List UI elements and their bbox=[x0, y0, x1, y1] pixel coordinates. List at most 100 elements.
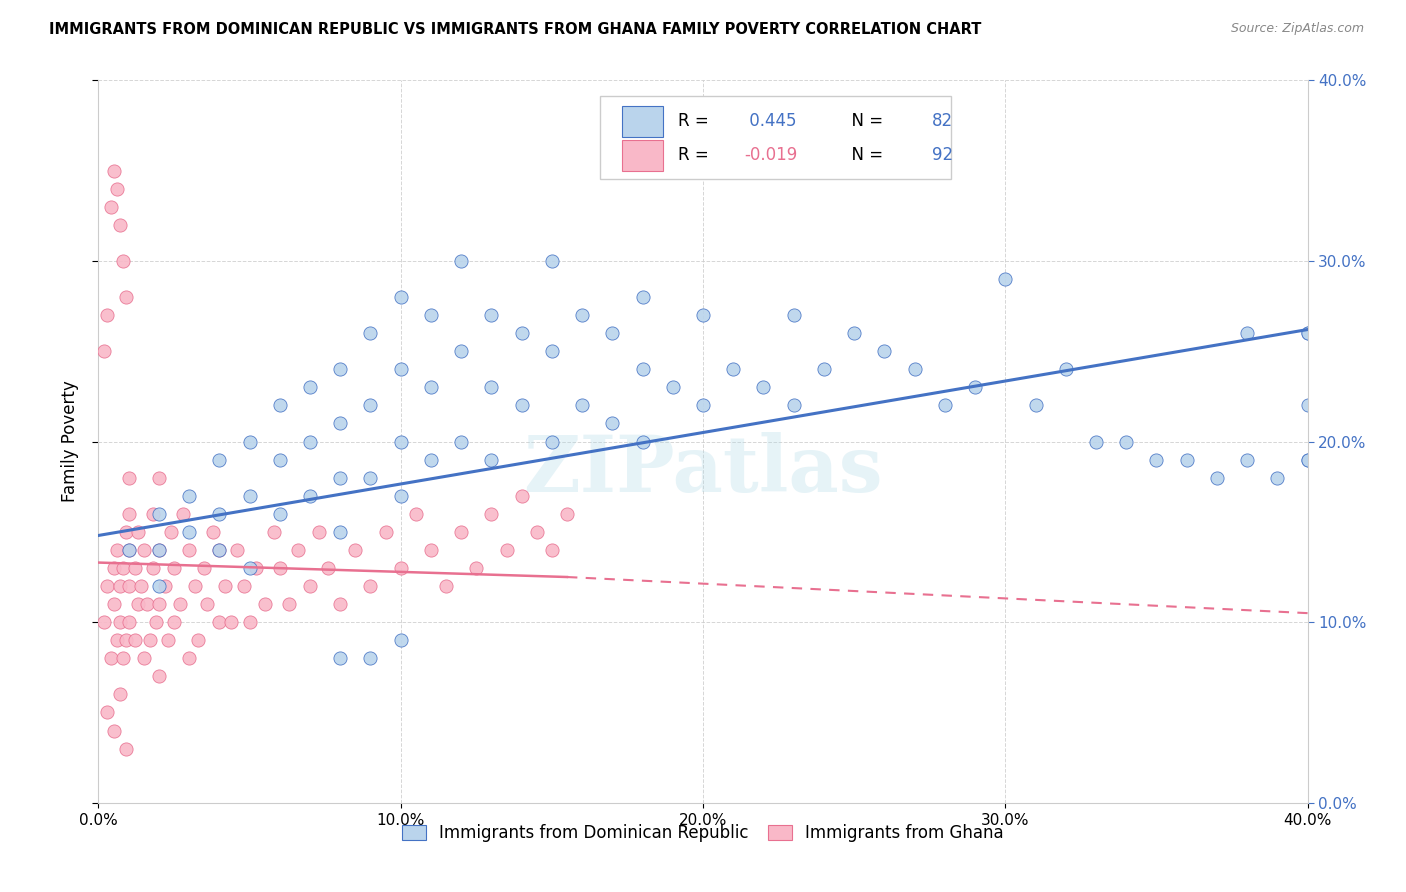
Point bbox=[495, 542, 517, 557]
Point bbox=[329, 362, 352, 376]
Point bbox=[420, 542, 443, 557]
Point bbox=[329, 471, 352, 485]
Point bbox=[169, 597, 191, 611]
Point bbox=[405, 507, 427, 521]
Point bbox=[118, 507, 141, 521]
Point bbox=[184, 579, 207, 593]
Point bbox=[631, 290, 654, 304]
Point bbox=[208, 542, 231, 557]
Point bbox=[1267, 471, 1289, 485]
Point bbox=[253, 597, 276, 611]
Point bbox=[127, 597, 149, 611]
Point bbox=[934, 398, 956, 412]
Point bbox=[202, 524, 225, 539]
Point bbox=[389, 362, 412, 376]
Point bbox=[360, 398, 382, 412]
Point bbox=[148, 507, 170, 521]
Point bbox=[360, 651, 382, 665]
Point bbox=[692, 398, 714, 412]
Point bbox=[308, 524, 330, 539]
Point bbox=[118, 579, 141, 593]
Point bbox=[540, 434, 562, 449]
Point bbox=[389, 561, 412, 575]
Point bbox=[118, 615, 141, 630]
Point bbox=[193, 561, 215, 575]
Point bbox=[389, 434, 412, 449]
Point bbox=[96, 706, 118, 720]
Point bbox=[1175, 452, 1198, 467]
Bar bbox=[621, 140, 664, 170]
Point bbox=[481, 452, 503, 467]
Text: N =: N = bbox=[841, 146, 889, 164]
Point bbox=[269, 561, 291, 575]
Point bbox=[783, 398, 806, 412]
Point bbox=[93, 615, 115, 630]
Point bbox=[481, 380, 503, 394]
Point bbox=[510, 489, 533, 503]
Point bbox=[540, 542, 562, 557]
Point bbox=[269, 398, 291, 412]
Point bbox=[105, 542, 128, 557]
Point bbox=[142, 561, 165, 575]
Point bbox=[239, 615, 262, 630]
Point bbox=[118, 542, 141, 557]
Point bbox=[481, 308, 503, 322]
Point bbox=[148, 542, 170, 557]
Point bbox=[299, 579, 322, 593]
Point bbox=[114, 633, 136, 648]
Point bbox=[510, 326, 533, 340]
Point bbox=[103, 723, 125, 738]
Point bbox=[287, 542, 309, 557]
Point bbox=[135, 597, 157, 611]
Point bbox=[221, 615, 243, 630]
Text: R =: R = bbox=[678, 146, 714, 164]
Point bbox=[129, 579, 152, 593]
Point bbox=[631, 362, 654, 376]
Point bbox=[723, 362, 745, 376]
Text: ZIPatlas: ZIPatlas bbox=[523, 433, 883, 508]
Point bbox=[510, 398, 533, 412]
Point bbox=[844, 326, 866, 340]
Point bbox=[434, 579, 457, 593]
Point bbox=[873, 344, 896, 359]
Point bbox=[1144, 452, 1167, 467]
Point bbox=[148, 669, 170, 683]
Point bbox=[148, 542, 170, 557]
Point bbox=[142, 507, 165, 521]
Point bbox=[1115, 434, 1137, 449]
Point bbox=[813, 362, 835, 376]
Point bbox=[1296, 452, 1319, 467]
Point bbox=[752, 380, 775, 394]
Point bbox=[1296, 452, 1319, 467]
Point bbox=[661, 380, 683, 394]
Point bbox=[904, 362, 927, 376]
Legend: Immigrants from Dominican Republic, Immigrants from Ghana: Immigrants from Dominican Republic, Immi… bbox=[395, 817, 1011, 848]
Y-axis label: Family Poverty: Family Poverty bbox=[60, 381, 79, 502]
Point bbox=[148, 597, 170, 611]
Point bbox=[360, 326, 382, 340]
Point bbox=[111, 254, 134, 268]
Point bbox=[145, 615, 167, 630]
Point bbox=[602, 417, 624, 431]
Point bbox=[195, 597, 218, 611]
Point bbox=[111, 651, 134, 665]
FancyBboxPatch shape bbox=[600, 96, 950, 179]
Point bbox=[105, 633, 128, 648]
Point bbox=[360, 579, 382, 593]
Point bbox=[239, 561, 262, 575]
Point bbox=[96, 579, 118, 593]
Point bbox=[124, 633, 146, 648]
Text: R =: R = bbox=[678, 112, 714, 130]
Point bbox=[239, 434, 262, 449]
Point bbox=[108, 579, 131, 593]
Point bbox=[1206, 471, 1229, 485]
Point bbox=[148, 471, 170, 485]
Point bbox=[420, 308, 443, 322]
Point bbox=[108, 615, 131, 630]
Point bbox=[208, 507, 231, 521]
Text: -0.019: -0.019 bbox=[744, 146, 797, 164]
Point bbox=[1236, 326, 1258, 340]
Point bbox=[1054, 362, 1077, 376]
Point bbox=[160, 524, 183, 539]
Point bbox=[1296, 398, 1319, 412]
